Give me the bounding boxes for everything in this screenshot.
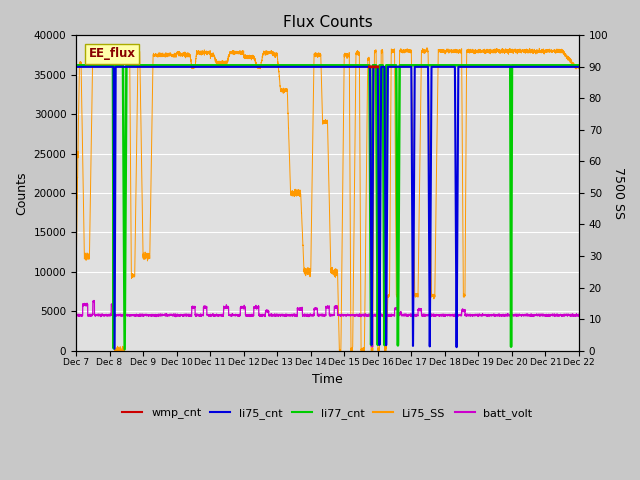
Y-axis label: 7500 SS: 7500 SS [612,167,625,219]
Text: EE_flux: EE_flux [88,48,136,60]
X-axis label: Time: Time [312,373,343,386]
Title: Flux Counts: Flux Counts [283,15,372,30]
Legend: wmp_cnt, li75_cnt, li77_cnt, Li75_SS, batt_volt: wmp_cnt, li75_cnt, li77_cnt, Li75_SS, ba… [118,404,537,423]
Y-axis label: Counts: Counts [15,171,28,215]
